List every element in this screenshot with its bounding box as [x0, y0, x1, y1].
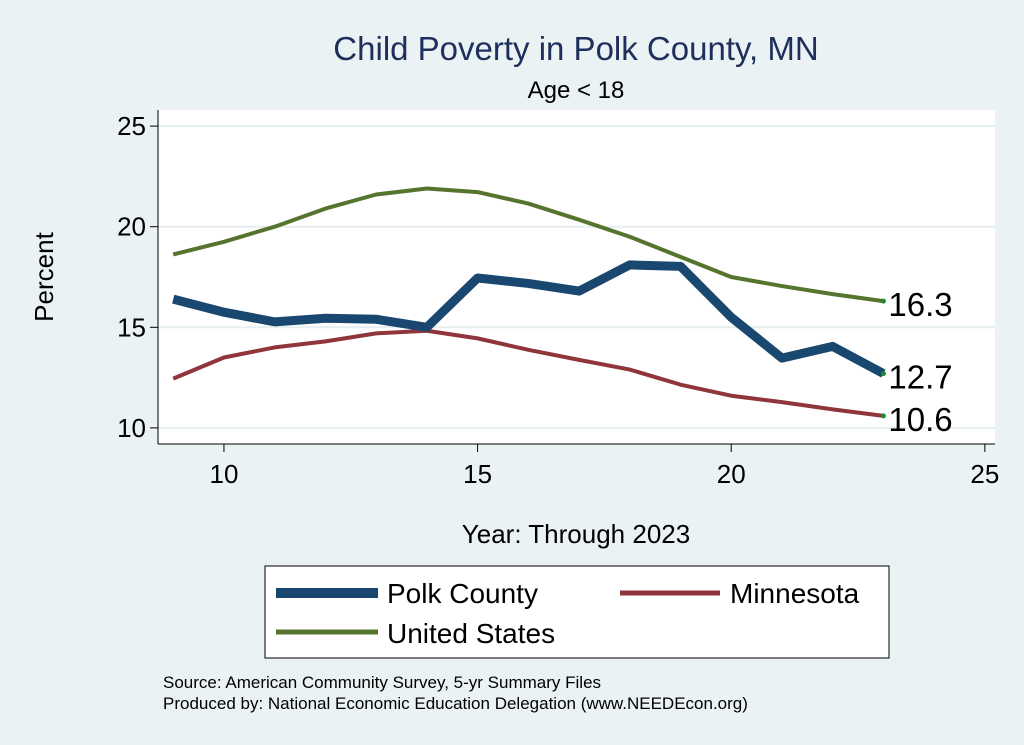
y-tick-label: 15	[117, 312, 146, 342]
gridlines	[158, 125, 995, 429]
x-tick-label: 15	[463, 459, 492, 489]
y-axis-title: Percent	[29, 231, 59, 321]
x-tick-label: 10	[209, 459, 238, 489]
x-tick-label: 25	[970, 459, 999, 489]
end-label-united-states: 16.3	[888, 286, 952, 323]
series-group	[172, 186, 886, 419]
y-ticks: 10 15 20 25	[117, 111, 158, 443]
y-tick-label: 25	[117, 111, 146, 141]
series-line-polk-county	[172, 260, 886, 378]
legend-box	[264, 565, 890, 659]
end-label-polk-county: 12.7	[888, 359, 952, 396]
series-line-minnesota	[172, 328, 884, 418]
plot-area	[158, 110, 995, 444]
end-point-polk-county	[880, 371, 886, 377]
end-point-minnesota	[880, 413, 886, 419]
y-tick-label: 20	[117, 212, 146, 242]
producer-note: Produced by: National Economic Education…	[163, 694, 748, 713]
chart-title: Child Poverty in Polk County, MN	[333, 30, 818, 67]
legend-label-united-states: United States	[387, 618, 555, 649]
chart-subtitle: Age < 18	[528, 77, 625, 104]
legend-label-polk-county: Polk County	[387, 578, 538, 609]
x-tick-label: 20	[717, 459, 746, 489]
end-labels: 10.6 16.3 12.7	[888, 286, 952, 438]
end-point-united-states	[880, 298, 886, 304]
x-axis-title: Year: Through 2023	[462, 519, 690, 549]
legend-label-minnesota: Minnesota	[730, 578, 860, 609]
y-tick-label: 10	[117, 413, 146, 443]
end-label-minnesota: 10.6	[888, 401, 952, 438]
x-ticks: 10 15 20 25	[209, 444, 999, 489]
series-line-united-states	[172, 186, 884, 304]
source-note: Source: American Community Survey, 5-yr …	[163, 673, 601, 692]
